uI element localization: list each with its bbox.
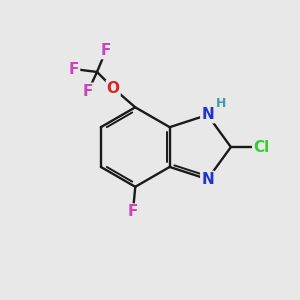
Text: H: H <box>216 97 226 110</box>
Text: F: F <box>128 204 138 219</box>
Text: F: F <box>69 61 79 76</box>
Text: N: N <box>201 107 214 122</box>
Text: F: F <box>83 84 93 99</box>
Text: Cl: Cl <box>253 140 269 154</box>
Text: N: N <box>201 172 214 187</box>
Text: O: O <box>107 81 120 96</box>
Text: F: F <box>100 43 111 58</box>
